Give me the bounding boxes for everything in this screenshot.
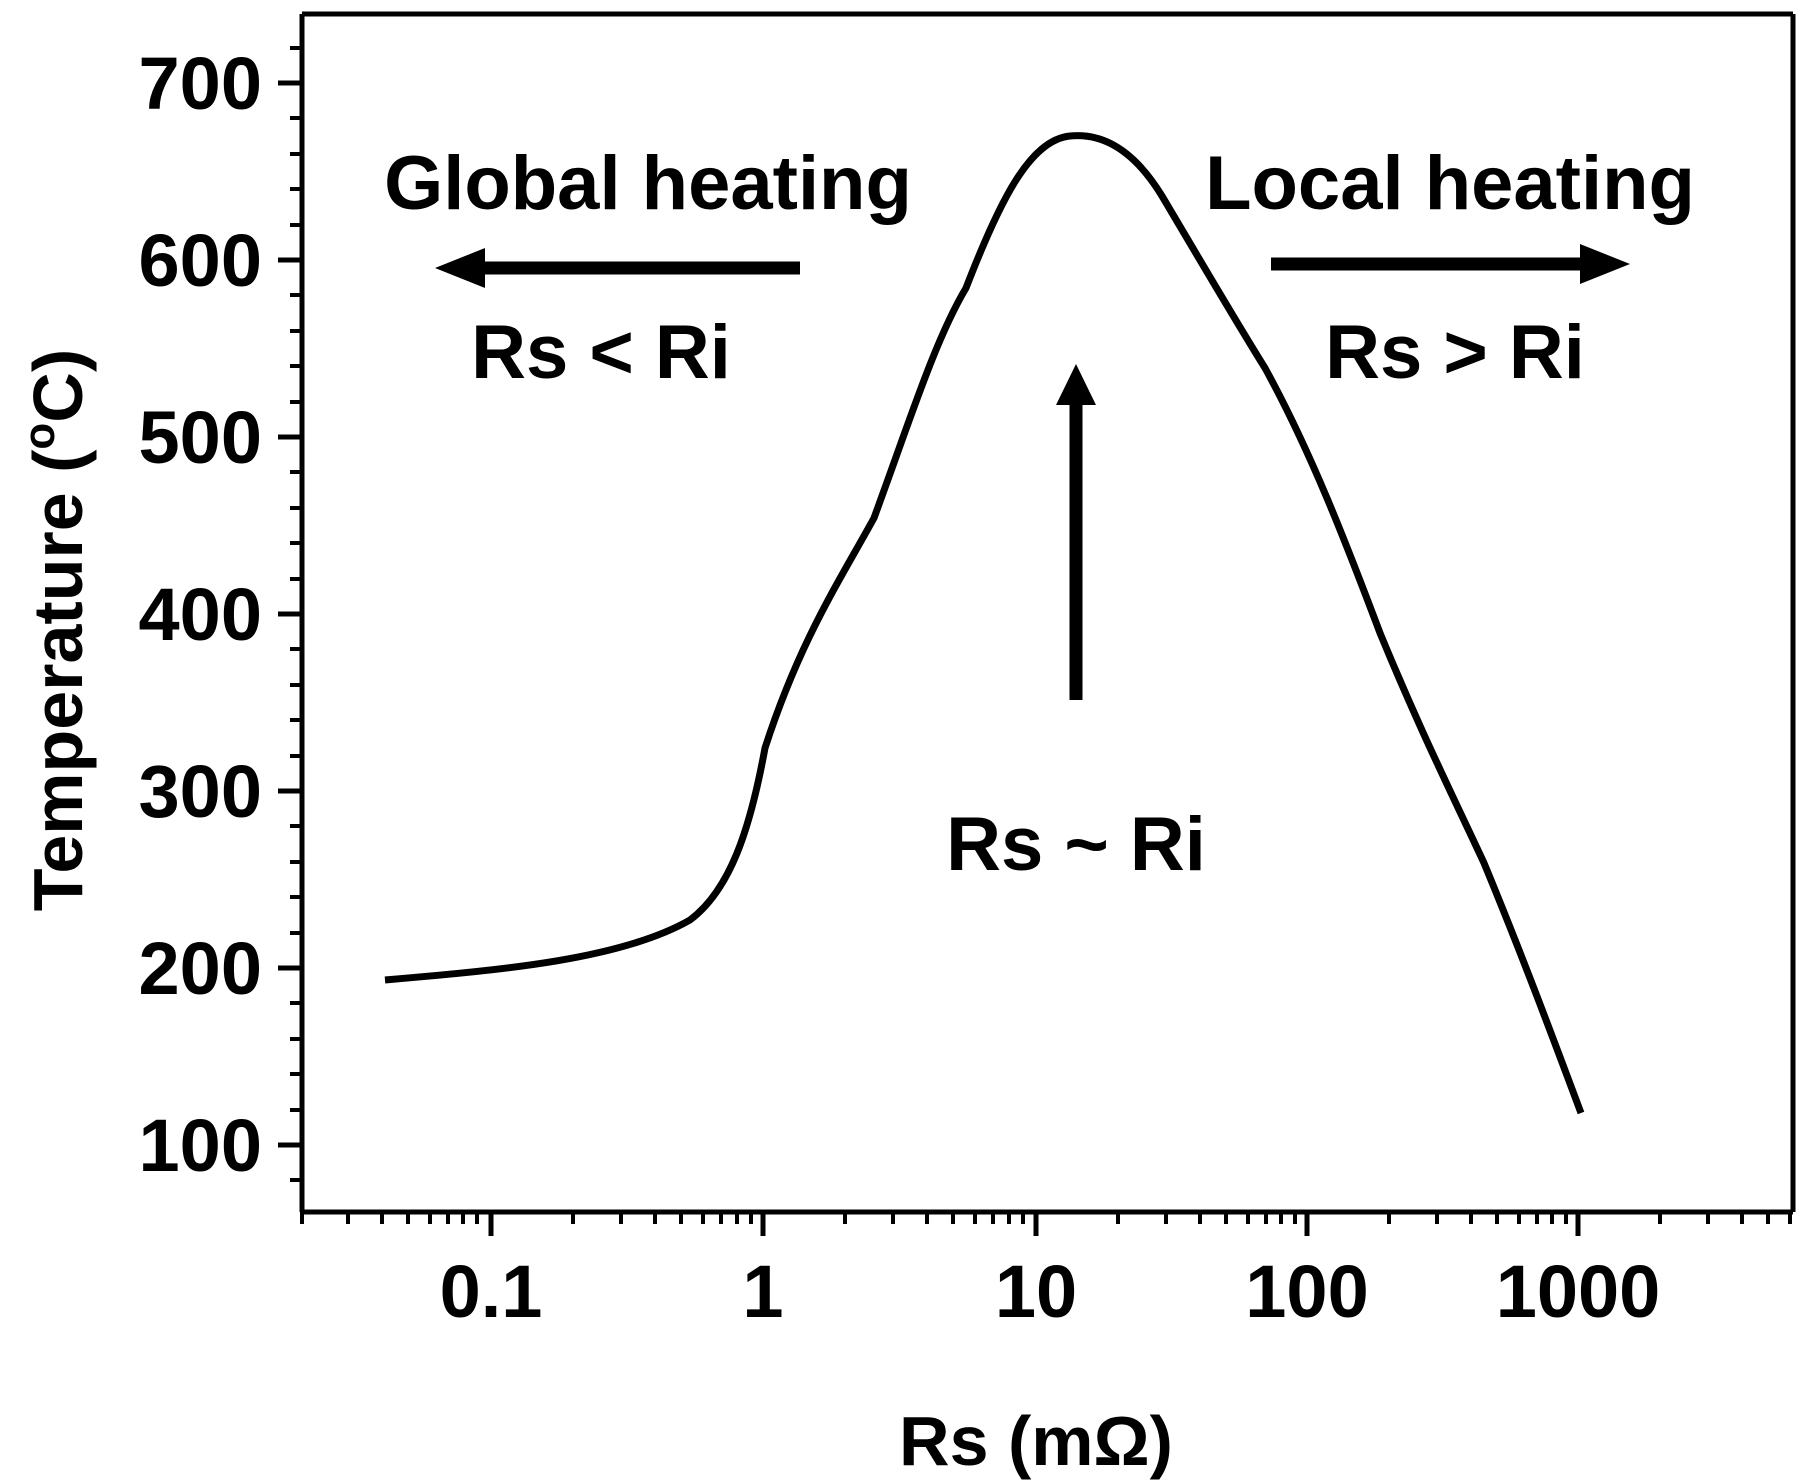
global-heating-label: Global heating — [384, 141, 912, 226]
x-tick-1: 1 — [742, 1250, 783, 1333]
y-major-ticks — [278, 80, 302, 1148]
temperature-curve — [384, 132, 1585, 1115]
x-minor-ticks — [300, 1212, 1792, 1224]
y-tick-100: 100 — [139, 1104, 262, 1187]
x-major-ticks — [488, 1212, 1581, 1236]
left-arrow-icon — [435, 248, 800, 288]
up-arrow-icon — [1056, 364, 1096, 700]
y-tick-500: 500 — [139, 396, 262, 479]
rs-less-than-ri-label: Rs < Ri — [471, 310, 731, 395]
y-tick-200: 200 — [139, 927, 262, 1010]
y-tick-300: 300 — [139, 750, 262, 833]
x-axis-title: Rs (mΩ) — [899, 1402, 1173, 1480]
x-tick-labels: 0.1 1 10 100 1000 — [440, 1250, 1661, 1333]
local-heating-label: Local heating — [1205, 141, 1695, 226]
rs-approx-ri-label: Rs ~ Ri — [946, 802, 1206, 887]
x-tick-0.1: 0.1 — [440, 1250, 543, 1333]
x-tick-10: 10 — [995, 1250, 1077, 1333]
rs-greater-than-ri-label: Rs > Ri — [1325, 310, 1585, 395]
x-tick-100: 100 — [1245, 1250, 1368, 1333]
y-tick-labels: 700 600 500 400 300 200 100 — [139, 42, 262, 1187]
y-minor-ticks — [290, 46, 302, 1182]
right-arrow-icon — [1271, 244, 1630, 284]
y-tick-600: 600 — [139, 219, 262, 302]
y-axis-title: Temperature (oC) — [15, 349, 97, 911]
x-tick-1000: 1000 — [1496, 1250, 1661, 1333]
y-tick-400: 400 — [139, 573, 262, 656]
y-tick-700: 700 — [139, 42, 262, 125]
